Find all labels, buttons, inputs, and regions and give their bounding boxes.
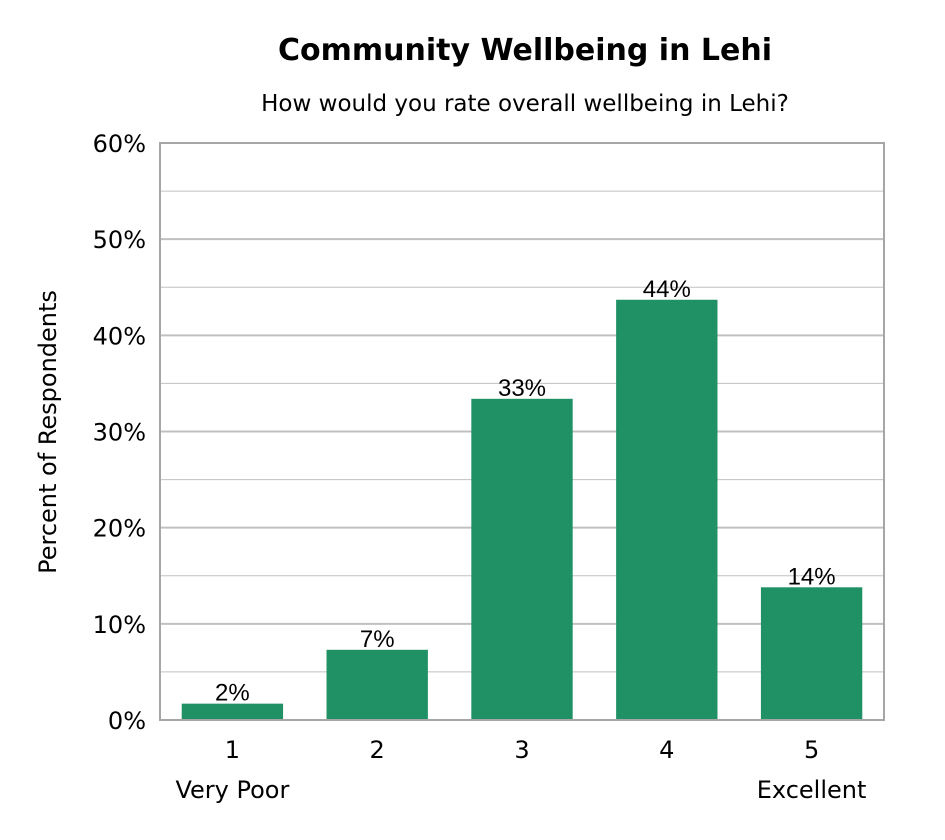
x-tick-label: 4 [659, 736, 674, 764]
x-axis-ticks: 1 Very Poor 2 3 4 5 Excellent [175, 736, 866, 804]
data-label: 2% [215, 680, 250, 707]
y-axis-label: Percent of Respondents [34, 290, 62, 574]
x-tick-label: 3 [514, 736, 529, 764]
bars [181, 299, 863, 720]
data-label: 33% [498, 375, 546, 402]
x-tick-label: 5 [804, 736, 819, 764]
x-tick-label: 1 [225, 736, 240, 764]
y-tick-label: 0% [108, 707, 146, 735]
x-tick-label: 2 [370, 736, 385, 764]
chart-subtitle: How would you rate overall wellbeing in … [261, 91, 789, 117]
y-tick-label: 10% [93, 611, 146, 639]
chart-title: Community Wellbeing in Lehi [278, 33, 772, 68]
data-label: 44% [643, 276, 691, 303]
bar-1 [181, 703, 284, 720]
y-tick-label: 50% [93, 226, 146, 254]
y-tick-label: 40% [93, 322, 146, 350]
bar-4 [616, 299, 718, 720]
data-label: 14% [788, 563, 836, 590]
x-tick-sublabel: Excellent [757, 776, 867, 804]
x-tick-sublabel: Very Poor [175, 776, 289, 804]
y-tick-label: 30% [93, 419, 146, 447]
y-axis-ticks: 0% 10% 20% 30% 40% 50% 60% [93, 130, 146, 735]
plot-frame [159, 142, 885, 721]
bar-3 [471, 398, 573, 720]
bar-5 [760, 587, 863, 720]
y-tick-label: 60% [93, 130, 146, 158]
data-labels: 2% 7% 33% 44% 14% [215, 276, 836, 707]
data-label: 7% [360, 626, 395, 653]
y-tick-label: 20% [93, 515, 146, 543]
bar-2 [326, 649, 428, 720]
